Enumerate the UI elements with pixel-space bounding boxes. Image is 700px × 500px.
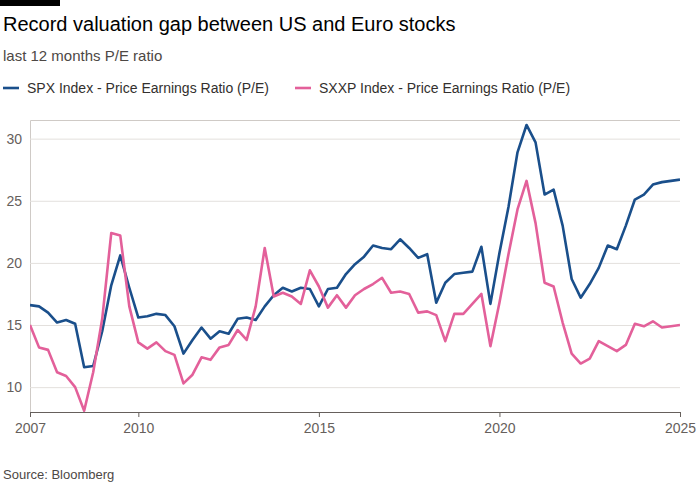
legend-item: SXXP Index - Price Earnings Ratio (P/E) xyxy=(295,80,570,96)
header-bar xyxy=(0,0,60,6)
grid-line xyxy=(30,387,680,388)
y-tick-label: 25 xyxy=(6,193,22,209)
x-tick: 2010 xyxy=(123,412,154,436)
y-tick-label: 20 xyxy=(6,255,22,271)
legend-swatch xyxy=(295,87,311,90)
x-tick: 2025 xyxy=(665,412,696,436)
tick-mark xyxy=(30,412,31,417)
y-tick: 10 xyxy=(6,379,680,395)
y-axis: 10 15 20 25 30 xyxy=(6,121,680,413)
legend-label: SPX Index - Price Earnings Ratio (P/E) xyxy=(27,80,269,96)
y-tick-label: 10 xyxy=(6,379,22,395)
chart: Record valuation gap between US and Euro… xyxy=(0,0,700,500)
x-tick-label: 2015 xyxy=(304,420,335,436)
y-tick: 30 xyxy=(6,131,680,147)
x-tick: 2007 xyxy=(15,412,46,436)
tick-mark xyxy=(680,412,681,417)
grid-line xyxy=(30,201,680,202)
series-line xyxy=(30,125,680,367)
x-axis: 2007 2010 2015 2020 2025 xyxy=(15,412,696,436)
lines xyxy=(30,125,680,411)
x-tick: 2020 xyxy=(484,412,515,436)
tick-mark xyxy=(499,412,500,417)
legend-label: SXXP Index - Price Earnings Ratio (P/E) xyxy=(319,80,570,96)
series-line xyxy=(30,181,680,411)
y-tick: 15 xyxy=(6,317,680,333)
x-tick-label: 2007 xyxy=(15,420,46,436)
x-tick-label: 2025 xyxy=(665,420,696,436)
x-tick-label: 2010 xyxy=(123,420,154,436)
legend: SPX Index - Price Earnings Ratio (P/E) SX… xyxy=(3,80,570,96)
y-tick-label: 30 xyxy=(6,131,22,147)
x-tick-label: 2020 xyxy=(484,420,515,436)
tick-mark xyxy=(319,412,320,417)
y-axis-line xyxy=(31,121,681,413)
source: Source: Bloomberg xyxy=(3,467,114,482)
plot-area: 101520253020072010201520202025 xyxy=(6,121,696,436)
subtitle: last 12 months P/E ratio xyxy=(3,47,162,64)
y-tick-label: 15 xyxy=(6,317,22,333)
title: Record valuation gap between US and Euro… xyxy=(3,13,456,35)
x-axis-line xyxy=(31,413,681,418)
grid-line xyxy=(30,139,680,140)
grid-line xyxy=(30,325,680,326)
legend-swatch xyxy=(3,87,19,90)
tick-mark xyxy=(138,412,139,417)
x-tick: 2015 xyxy=(304,412,335,436)
legend-item: SPX Index - Price Earnings Ratio (P/E) xyxy=(3,80,269,96)
y-tick: 25 xyxy=(6,193,680,209)
